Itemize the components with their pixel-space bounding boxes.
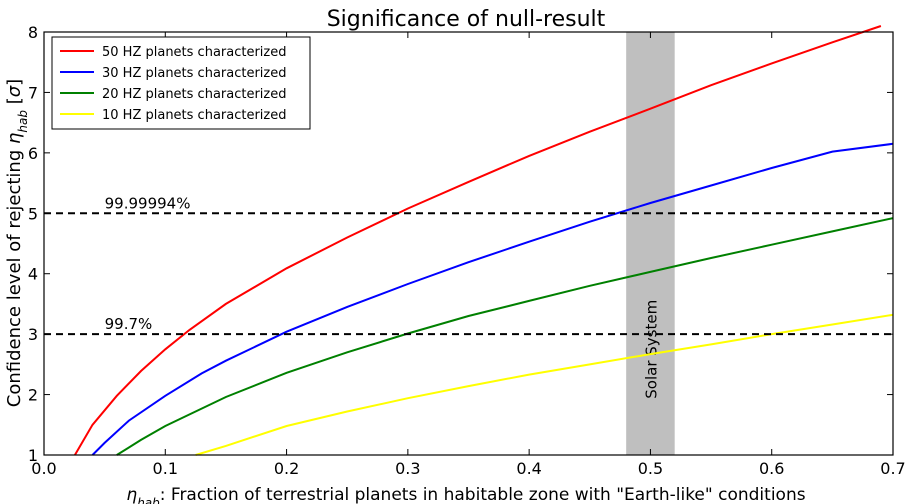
legend-label-3: 20 HZ planets characterized	[102, 87, 287, 102]
x-tick-label: 0.3	[395, 459, 420, 478]
y-axis-label: Confidence level of rejecting ηhab​ [σ]	[4, 79, 30, 407]
x-axis-label: ηhab​: Fraction of terrestrial planets i…	[126, 485, 805, 504]
legend-label-4: 10 HZ planets characterized	[102, 108, 287, 123]
plot-frame	[43, 31, 894, 456]
legend: 50 HZ planets characterized 30 HZ planets…	[51, 36, 311, 130]
y-tick-label: 4	[28, 265, 38, 284]
x-tick-label: 0.5	[638, 459, 663, 478]
chart-title: Significance of null-result	[327, 7, 606, 32]
y-tick-label: 1	[28, 446, 38, 465]
y-tick-label: 5	[28, 204, 38, 223]
reference-line-label-1: 99.99994%	[105, 194, 191, 212]
series-line-2	[91, 142, 894, 456]
solar-system-label: Solar System	[642, 300, 660, 399]
series-line-1	[74, 25, 882, 456]
legend-box	[51, 36, 311, 130]
y-tick-label: 3	[28, 325, 38, 344]
x-tick-label: 0.2	[274, 459, 299, 478]
y-tick-label: 7	[28, 83, 38, 102]
legend-label-2: 30 HZ planets characterized	[102, 66, 287, 81]
series-line-4	[195, 313, 894, 456]
solar-system-band-layer: Solar System	[626, 32, 675, 455]
series-line-3	[116, 217, 894, 456]
y-tick-label: 6	[28, 144, 38, 163]
series-layer	[74, 25, 894, 456]
x-tick-label: 0.6	[759, 459, 784, 478]
x-tick-label: 0.4	[516, 459, 541, 478]
x-tick-label: 0.7	[880, 459, 905, 478]
y-tick-label: 8	[28, 23, 38, 42]
legend-label-1: 50 HZ planets characterized	[102, 45, 287, 60]
y-tick-label: 2	[28, 386, 38, 405]
x-tick-label: 0.0	[31, 459, 56, 478]
axes-layer: 0.0 0.1 0.2 0.3 0.4 0.5 0.6 0.7 1 2 3 4 5 6 7 8	[28, 23, 906, 478]
reference-lines-layer: 99.99994% 99.7%	[44, 194, 893, 336]
x-tick-label: 0.1	[153, 459, 178, 478]
reference-line-label-2: 99.7%	[105, 315, 153, 333]
